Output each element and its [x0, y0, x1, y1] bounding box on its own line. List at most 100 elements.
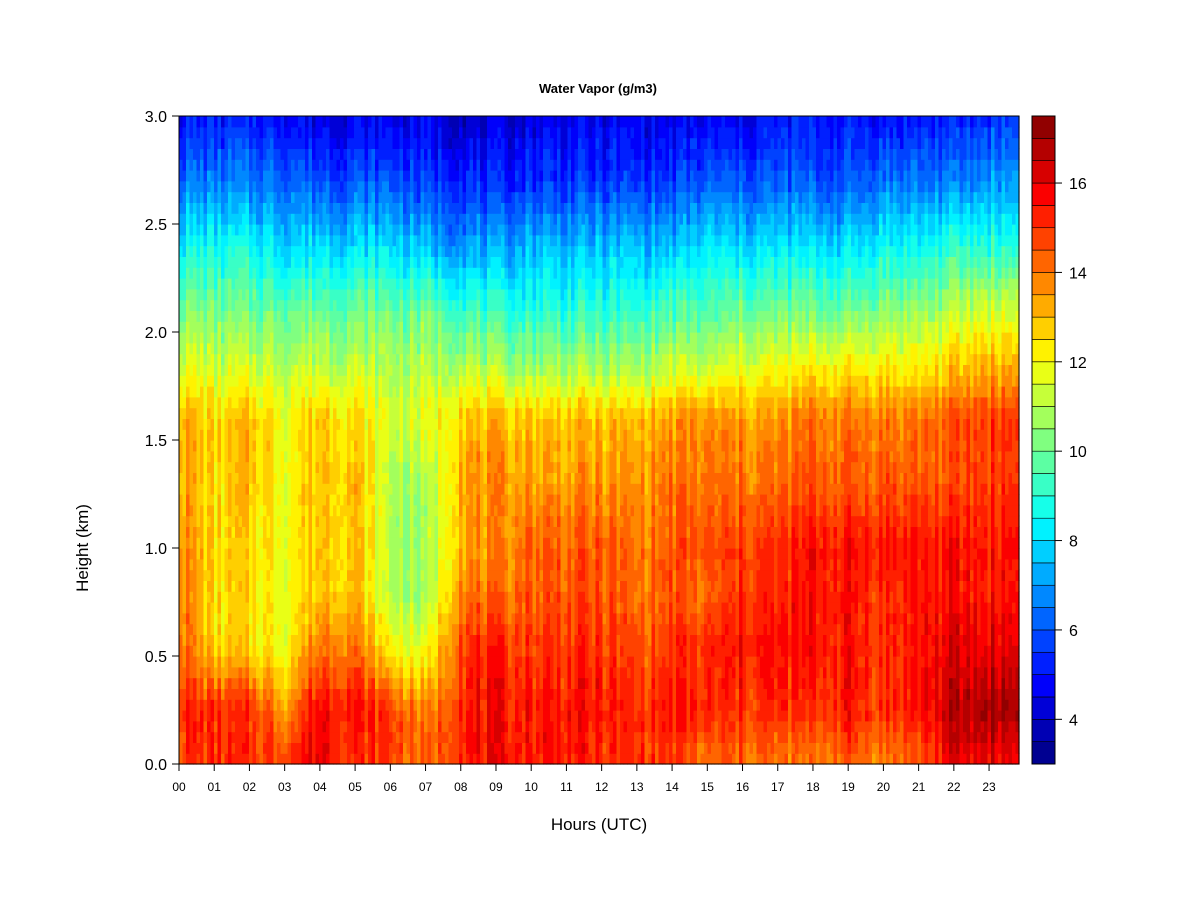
heatmap-cell [277, 591, 282, 603]
heatmap-cell [224, 699, 229, 711]
heatmap-cell [378, 548, 383, 560]
heatmap-cell [186, 310, 191, 322]
heatmap-cell [368, 148, 373, 160]
heatmap-cell [424, 483, 429, 495]
heatmap-cell [228, 234, 233, 247]
heatmap-cell [441, 256, 446, 268]
heatmap-cell [326, 180, 331, 193]
heatmap-cell [298, 548, 303, 560]
heatmap-cell [322, 677, 327, 689]
heatmap-cell [452, 159, 457, 171]
heatmap-cell [354, 180, 359, 193]
heatmap-cell [196, 656, 201, 668]
heatmap-cell [287, 656, 292, 668]
heatmap-cell [445, 677, 450, 689]
heatmap-cell [413, 116, 418, 128]
heatmap-cell [462, 353, 467, 365]
heatmap-cell [319, 191, 324, 203]
heatmap-cell [217, 461, 222, 473]
heatmap-cell [228, 558, 233, 571]
heatmap-cell [305, 526, 310, 538]
heatmap-cell [375, 591, 380, 603]
heatmap-cell [434, 688, 439, 700]
heatmap-cell [277, 375, 282, 387]
heatmap-cell [326, 396, 331, 409]
heatmap-cell [235, 353, 240, 365]
heatmap-cell [459, 591, 464, 603]
heatmap-cell [259, 602, 264, 614]
heatmap-cell [189, 558, 194, 571]
heatmap-cell [448, 224, 453, 236]
heatmap-cell [326, 699, 331, 711]
heatmap-cell [399, 418, 404, 430]
heatmap-cell [284, 126, 289, 139]
heatmap-cell [361, 267, 366, 279]
heatmap-cell [252, 321, 257, 333]
heatmap-cell [413, 245, 418, 257]
heatmap-cell [466, 677, 471, 689]
heatmap-cell [298, 407, 303, 419]
heatmap-cell [396, 386, 401, 398]
heatmap-cell [217, 342, 222, 355]
heatmap-cell [189, 267, 194, 279]
heatmap-cell [392, 353, 397, 365]
heatmap-cell [368, 375, 373, 387]
heatmap-cell [336, 753, 341, 765]
heatmap-cell [263, 202, 268, 214]
heatmap-cell [228, 191, 233, 203]
heatmap-cell [445, 288, 450, 301]
heatmap-cell [333, 191, 338, 203]
heatmap-cell [284, 602, 289, 614]
heatmap-cell [238, 170, 243, 182]
heatmap-cell [294, 440, 299, 452]
heatmap-cell [329, 720, 334, 733]
heatmap-cell [287, 591, 292, 603]
heatmap-cell [207, 645, 212, 657]
heatmap-cell [186, 364, 191, 376]
heatmap-cell [410, 548, 415, 560]
heatmap-cell [284, 321, 289, 333]
heatmap-cell [385, 623, 390, 635]
heatmap-cell [231, 245, 236, 257]
heatmap-cell [273, 526, 278, 538]
heatmap-cell [420, 321, 425, 333]
heatmap-cell [410, 494, 415, 506]
heatmap-cell [182, 731, 187, 743]
heatmap-cell [252, 623, 257, 635]
heatmap-cell [399, 569, 404, 581]
heatmap-cell [305, 332, 310, 344]
heatmap-cell [417, 526, 422, 538]
heatmap-cell [228, 429, 233, 441]
heatmap-cell [217, 224, 222, 236]
heatmap-cell [462, 321, 467, 333]
heatmap-cell [210, 720, 215, 733]
heatmap-cell [207, 148, 212, 160]
heatmap-cell [242, 494, 247, 506]
heatmap-cell [277, 256, 282, 268]
heatmap-cell [364, 677, 369, 689]
heatmap-cell [326, 332, 331, 344]
heatmap-cell [312, 148, 317, 160]
heatmap-cell [343, 245, 348, 257]
heatmap-cell [284, 256, 289, 268]
heatmap-cell [441, 375, 446, 387]
heatmap-cell [406, 753, 411, 765]
heatmap-cell [364, 504, 369, 517]
heatmap-cell [238, 558, 243, 571]
heatmap-cell [448, 353, 453, 365]
heatmap-cell [270, 537, 275, 549]
heatmap-cell [350, 612, 355, 625]
heatmap-cell [462, 461, 467, 473]
heatmap-cell [413, 494, 418, 506]
heatmap-cell [259, 688, 264, 700]
heatmap-cell [315, 126, 320, 139]
heatmap-cell [368, 699, 373, 711]
heatmap-cell [308, 267, 313, 279]
heatmap-cell [224, 245, 229, 257]
heatmap-cell [200, 353, 205, 365]
heatmap-cell [336, 256, 341, 268]
heatmap-cell [301, 526, 306, 538]
heatmap-cell [280, 731, 285, 743]
heatmap-cell [291, 180, 296, 193]
heatmap-cell [424, 710, 429, 722]
